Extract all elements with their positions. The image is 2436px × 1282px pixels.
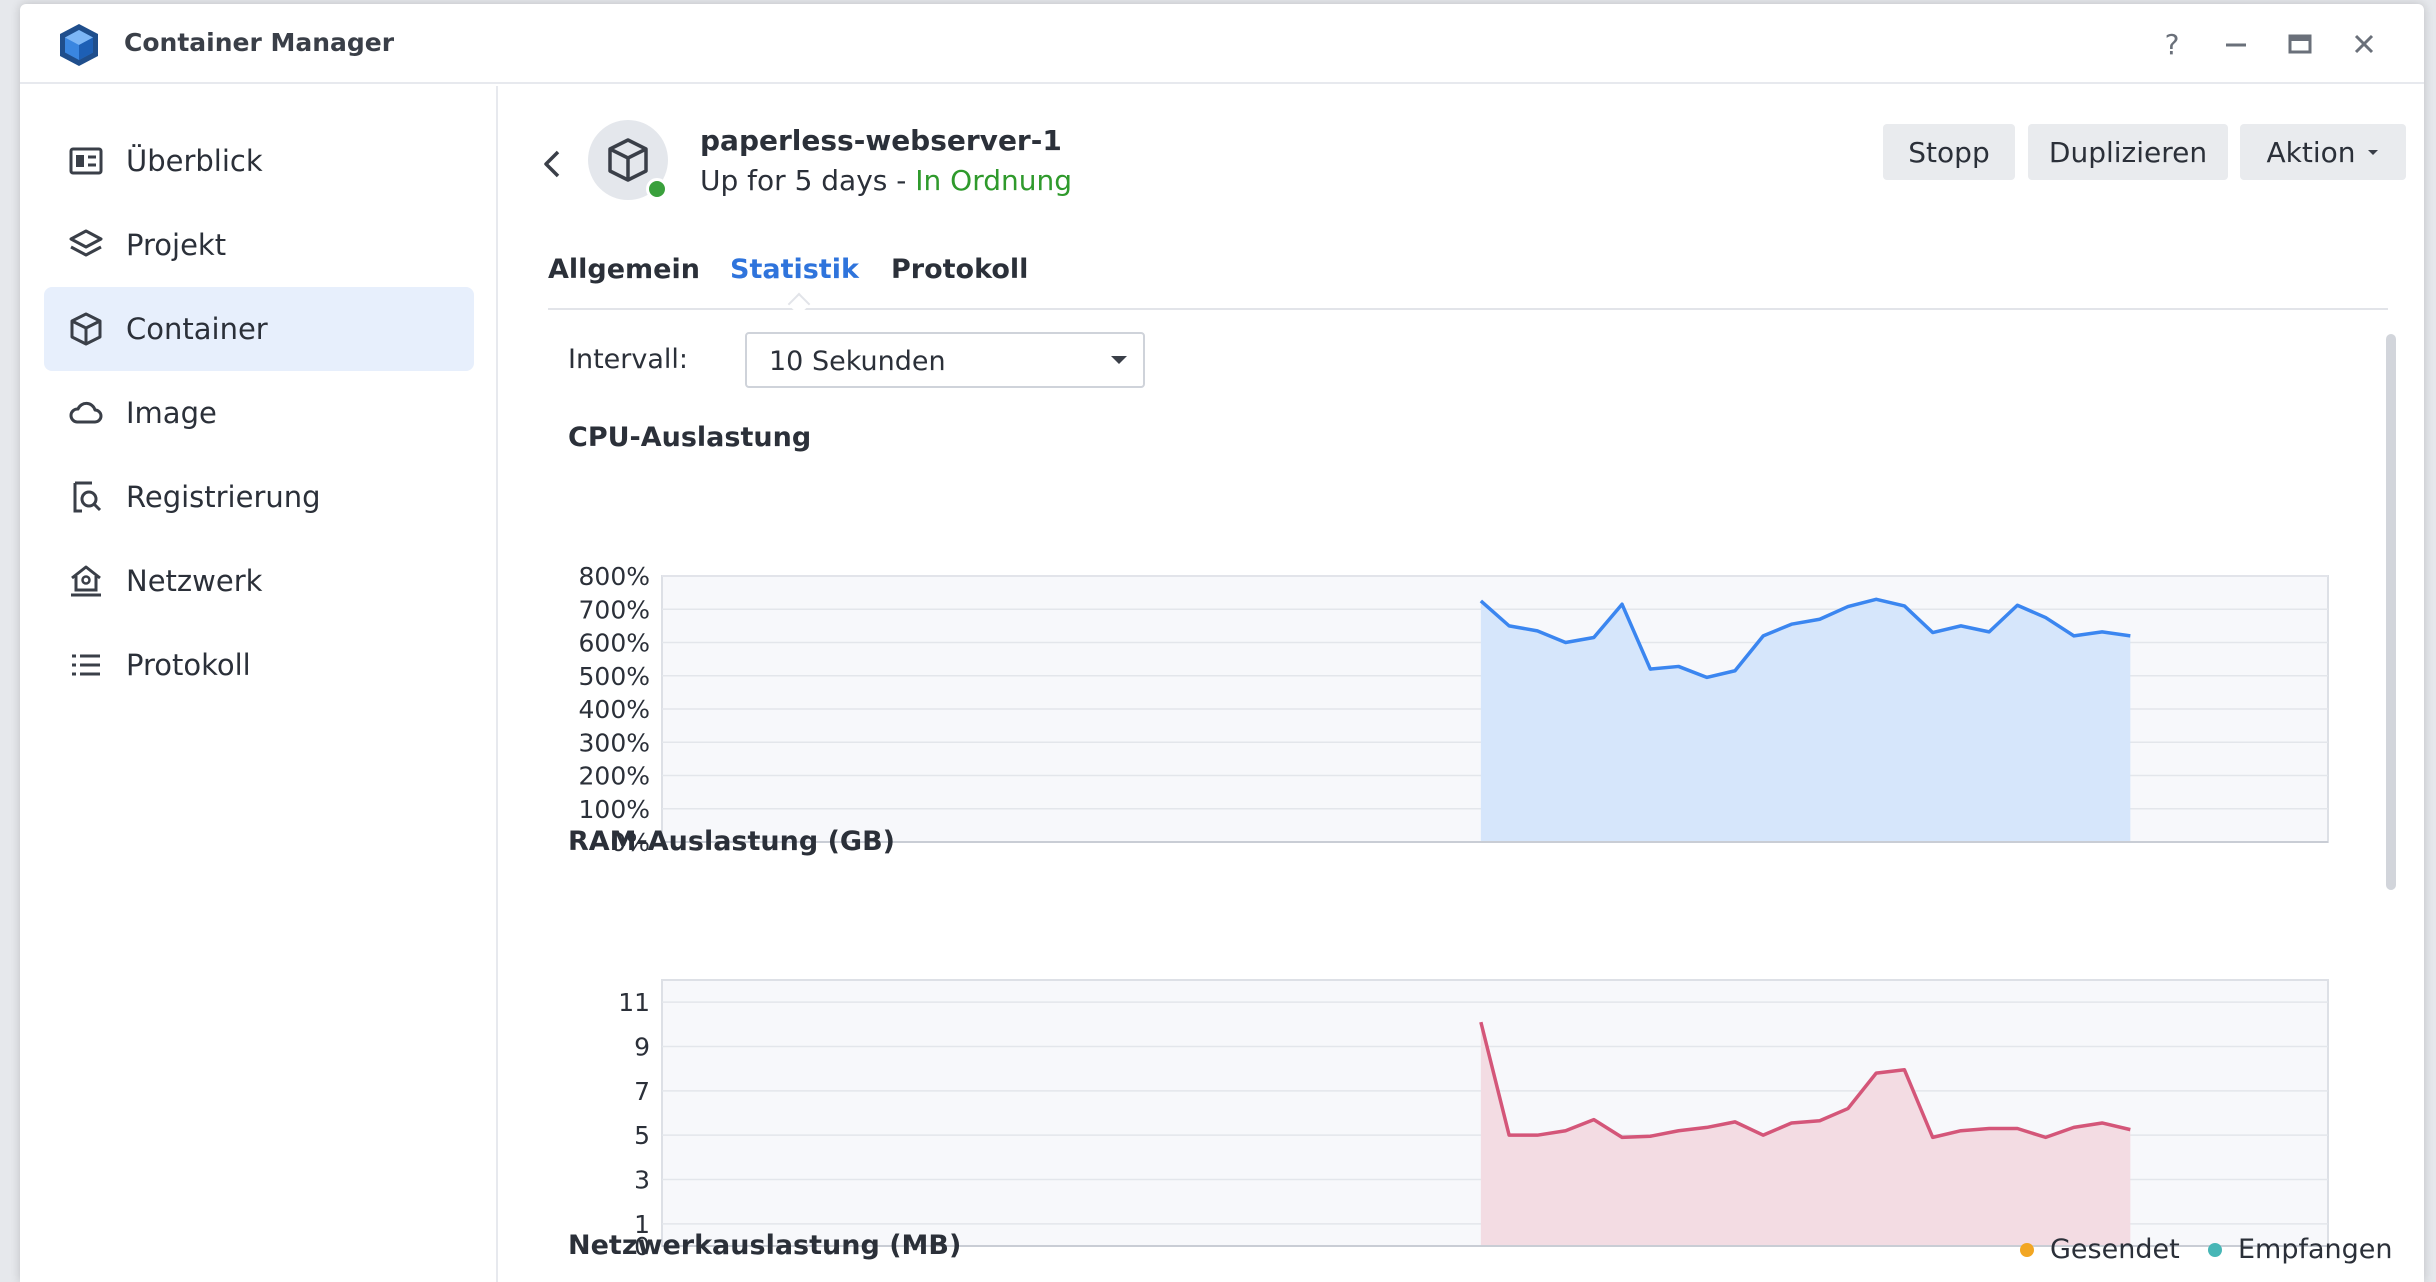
caret-down-icon	[1111, 356, 1127, 364]
back-button[interactable]	[534, 142, 570, 186]
ram-chart-title: RAM-Auslastung (GB)	[568, 826, 895, 857]
ram-y-tick-label: 5	[634, 1121, 650, 1150]
sidebar: Überblick Projekt Container Image	[20, 86, 498, 1282]
sidebar-item-container[interactable]: Container	[44, 287, 474, 371]
tab-bar: Allgemein Statistik Protokoll	[548, 222, 2388, 316]
network-house-icon	[71, 565, 101, 597]
cpu-y-tick-label: 100%	[579, 795, 650, 824]
layers-icon	[69, 229, 103, 257]
cpu-y-tick-label: 600%	[579, 629, 650, 658]
legend-received: Empfangen	[2208, 1234, 2393, 1265]
main-panel: paperless-webserver-1 Up for 5 days - In…	[500, 86, 2424, 1282]
scrollbar[interactable]	[2386, 334, 2396, 890]
action-button-label: Aktion	[2266, 135, 2356, 169]
legend-received-label: Empfangen	[2238, 1234, 2393, 1265]
overview-icon	[69, 147, 103, 175]
cube-icon	[70, 312, 102, 346]
cpu-y-tick-label: 300%	[579, 728, 650, 757]
close-icon[interactable]	[2344, 24, 2384, 64]
title-bar: Container Manager ?	[20, 4, 2424, 84]
cpu-chart-title: CPU-Auslastung	[568, 422, 812, 453]
cube-icon	[608, 138, 648, 182]
sidebar-item-label: Protokoll	[126, 648, 251, 682]
interval-select-value: 10 Sekunden	[769, 346, 946, 377]
tab-protokoll[interactable]: Protokoll	[891, 254, 1029, 285]
health-status: In Ordnung	[915, 164, 1073, 197]
sidebar-item-label: Netzwerk	[126, 564, 263, 598]
cpu-series-line	[1479, 597, 2131, 680]
ram-area-fill	[1480, 1022, 2131, 1246]
stop-button[interactable]: Stopp	[1883, 124, 2015, 180]
chevron-left-icon	[544, 150, 560, 178]
sidebar-item-label: Container	[126, 312, 268, 346]
cpu-y-tick-label: 0%	[610, 828, 650, 857]
sidebar-item-projekt[interactable]: Projekt	[44, 203, 474, 287]
legend-sent-label: Gesendet	[2050, 1234, 2180, 1265]
cpu-y-tick-label: 200%	[579, 762, 650, 791]
tab-allgemein[interactable]: Allgemein	[548, 254, 700, 285]
sidebar-item-protokoll[interactable]: Protokoll	[44, 623, 474, 707]
ram-y-tick-label: 9	[634, 1033, 650, 1062]
uptime-text: Up for 5 days -	[700, 164, 916, 197]
app-logo-icon	[60, 24, 98, 66]
sidebar-item-ueberblick[interactable]: Überblick	[44, 119, 474, 203]
sidebar-item-label: Image	[126, 396, 217, 430]
registry-search-icon	[73, 481, 102, 513]
running-status-dot	[646, 178, 668, 200]
cpu-y-tick-label: 400%	[579, 695, 650, 724]
ram-y-tick-label: 7	[634, 1077, 650, 1106]
active-tab-indicator	[787, 292, 811, 316]
sidebar-item-netzwerk[interactable]: Netzwerk	[44, 539, 474, 623]
help-icon[interactable]: ?	[2164, 27, 2180, 61]
sidebar-item-label: Registrierung	[126, 480, 321, 514]
action-dropdown-button[interactable]: Aktion	[2240, 124, 2406, 180]
sidebar-item-image[interactable]: Image	[44, 371, 474, 455]
container-status: Up for 5 days - In Ordnung	[700, 164, 1072, 197]
tab-statistik[interactable]: Statistik	[730, 254, 859, 285]
sidebar-item-registrierung[interactable]: Registrierung	[44, 455, 474, 539]
interval-select[interactable]: 10 Sekunden	[745, 332, 1145, 388]
network-chart-title: Netzwerkauslastung (MB)	[568, 1230, 962, 1261]
cpu-area-fill	[1480, 599, 2131, 842]
interval-label: Intervall:	[568, 344, 688, 375]
app-title: Container Manager	[124, 28, 395, 57]
cpu-y-tick-label: 500%	[579, 662, 650, 691]
legend-sent-dot	[2020, 1242, 2034, 1257]
app-window: Container Manager ? Überblick	[20, 4, 2424, 1282]
ram-y-tick-label: 0	[634, 1232, 650, 1261]
legend-received-dot	[2208, 1242, 2222, 1257]
sidebar-item-label: Überblick	[126, 144, 263, 178]
maximize-icon[interactable]	[2280, 24, 2320, 64]
ram-chart: 11 9 7 5 3 10	[618, 979, 2329, 1261]
cloud-icon	[69, 401, 103, 424]
cpu-y-tick-label: 800%	[579, 562, 650, 591]
legend-sent: Gesendet	[2020, 1234, 2180, 1265]
cpu-chart: 800% 700% 600% 500% 400% 300% 200% 100% 0%	[579, 562, 2329, 857]
caret-down-icon	[2367, 150, 2378, 155]
list-icon	[72, 654, 100, 676]
ram-y-tick-label: 1	[634, 1210, 650, 1239]
container-avatar	[588, 120, 668, 200]
cpu-y-tick-label: 700%	[579, 595, 650, 624]
ram-y-tick-label: 3	[634, 1166, 650, 1195]
ram-y-tick-label: 11	[618, 988, 650, 1017]
duplicate-button[interactable]: Duplizieren	[2028, 124, 2228, 180]
sidebar-item-label: Projekt	[126, 228, 227, 262]
minimize-icon[interactable]	[2216, 24, 2256, 64]
ram-series-line	[1479, 1021, 2131, 1140]
container-name: paperless-webserver-1	[700, 124, 1062, 157]
